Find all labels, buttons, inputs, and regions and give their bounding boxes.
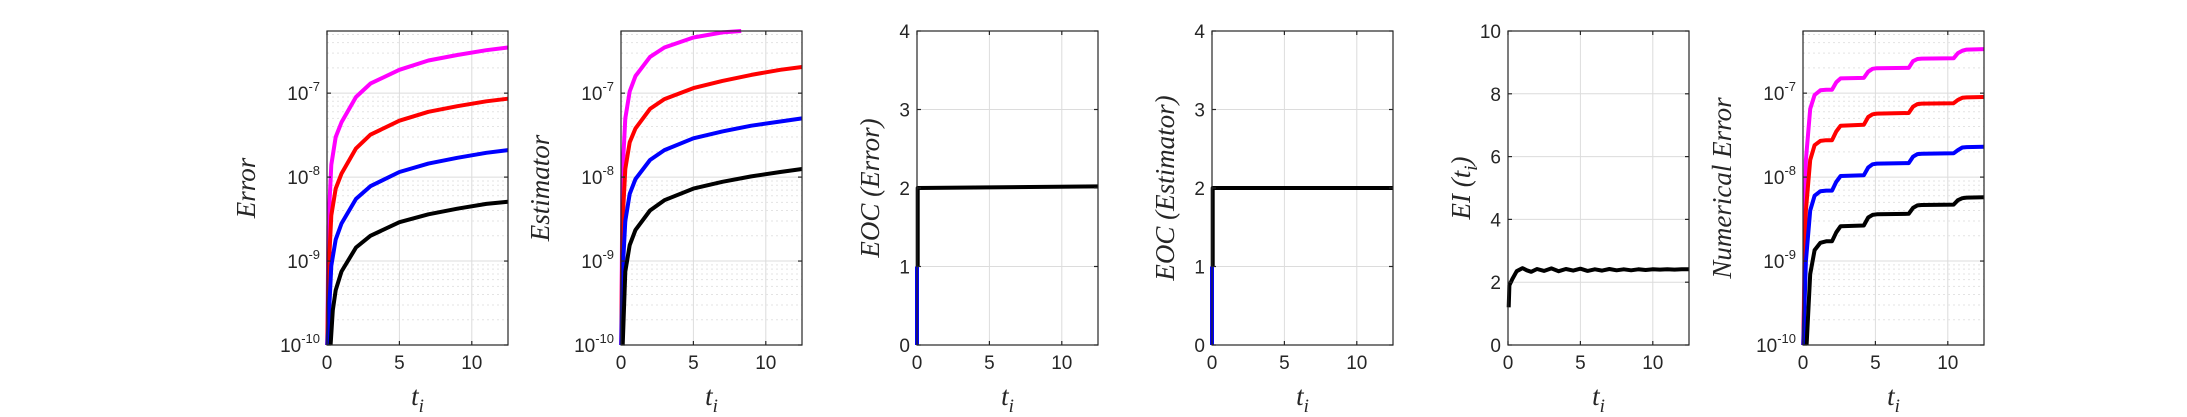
y-tick-label: 6 xyxy=(1490,148,1501,169)
x-tick-label: 0 xyxy=(1503,353,1514,374)
series-line-4 xyxy=(1804,195,1985,346)
x-tick-label: 0 xyxy=(616,353,627,374)
chart-panel-6: 0 5 10 10-10 10-9 10-8 10-7 ti Numerical Error xyxy=(1707,30,1985,417)
series-line-3 xyxy=(915,184,1099,267)
series-line-4 xyxy=(620,167,803,346)
chart-panel-3: 0 5 10 0 1 2 3 4 ti EOC (Error) xyxy=(855,22,1099,417)
y-tick-label: 0 xyxy=(899,336,910,357)
y-axis-label: EOC (Estimator) xyxy=(1150,95,1180,281)
x-tick-label: 10 xyxy=(1937,353,1958,374)
x-tick-label: 5 xyxy=(984,353,995,374)
y-axis-label: EI (ti) xyxy=(1446,156,1482,220)
y-tick-label: 2 xyxy=(1194,179,1205,200)
x-tick-label: 5 xyxy=(688,353,699,374)
y-tick-label: 4 xyxy=(899,22,910,43)
y-tick-label: 2 xyxy=(899,179,910,200)
series-line-3 xyxy=(325,148,509,346)
y-tick-label: 10-10 xyxy=(1756,331,1796,357)
y-axis-label: Error xyxy=(231,157,261,219)
y-tick-label: 10-8 xyxy=(1763,163,1796,189)
x-tick-label: 0 xyxy=(912,353,923,374)
y-axis-label: EOC (Error) xyxy=(855,118,885,258)
x-axis-label: ti xyxy=(705,381,718,417)
x-tick-label: 5 xyxy=(1870,353,1881,374)
y-tick-label: 10-8 xyxy=(287,163,320,189)
y-tick-label: 10-9 xyxy=(1763,247,1796,273)
y-tick-label: 3 xyxy=(899,101,910,122)
x-axis-label: ti xyxy=(411,381,424,417)
y-tick-label: 10 xyxy=(1480,22,1501,43)
x-tick-label: 5 xyxy=(394,353,405,374)
chart-panel-1: 0 5 10 10-10 10-9 10-8 10-7 ti Error xyxy=(231,30,509,417)
series-line-4 xyxy=(328,199,509,346)
series-line-2 xyxy=(1801,95,1985,346)
x-tick-label: 10 xyxy=(1642,353,1663,374)
y-tick-label: 10-7 xyxy=(287,79,320,105)
y-axis-label: Estimator xyxy=(525,134,555,242)
x-tick-label: 0 xyxy=(1207,353,1218,374)
axes-frame xyxy=(1802,30,1985,346)
grid xyxy=(1803,31,1984,345)
y-tick-label: 10-7 xyxy=(581,79,614,105)
x-axis-label: ti xyxy=(1592,381,1605,417)
series-line-1 xyxy=(1506,266,1689,308)
x-tick-label: 0 xyxy=(1798,353,1809,374)
y-axis-label: Numerical Error xyxy=(1707,97,1737,280)
chart-panel-4: 0 5 10 0 1 2 3 4 ti EOC (Estimator) xyxy=(1150,22,1394,417)
y-tick-label: 10-9 xyxy=(581,247,614,273)
x-axis-label: ti xyxy=(1887,381,1900,417)
series-line-3 xyxy=(1210,186,1393,267)
y-tick-label: 10-7 xyxy=(1763,79,1796,105)
chart-panel-5: 0 5 10 0 2 4 6 8 10 ti EI (ti) xyxy=(1446,22,1690,417)
y-tick-label: 3 xyxy=(1194,101,1205,122)
x-tick-label: 5 xyxy=(1575,353,1586,374)
axes-frame xyxy=(1507,30,1690,346)
y-tick-label: 8 xyxy=(1490,85,1501,106)
x-axis-label: ti xyxy=(1001,381,1014,417)
y-tick-label: 2 xyxy=(1490,273,1501,294)
y-tick-label: 10-9 xyxy=(287,247,320,273)
grid xyxy=(621,31,802,345)
y-tick-label: 1 xyxy=(899,258,910,279)
axes-frame xyxy=(620,30,803,346)
x-tick-label: 10 xyxy=(755,353,776,374)
y-tick-label: 0 xyxy=(1194,336,1205,357)
series-line-1 xyxy=(1801,47,1985,346)
x-tick-label: 10 xyxy=(1346,353,1367,374)
x-tick-label: 5 xyxy=(1279,353,1290,374)
grid xyxy=(327,31,508,345)
y-tick-label: 10-8 xyxy=(581,163,614,189)
y-tick-label: 4 xyxy=(1194,22,1205,43)
y-tick-label: 10-10 xyxy=(574,331,614,357)
chart-panel-2: 0 5 10 10-10 10-9 10-8 10-7 ti Estimator xyxy=(525,29,803,417)
y-tick-label: 10-10 xyxy=(280,331,320,357)
series-line-3 xyxy=(619,116,803,346)
series-line-3 xyxy=(1801,144,1985,346)
y-tick-label: 4 xyxy=(1490,210,1501,231)
series-line-1 xyxy=(619,29,742,346)
series-line-1 xyxy=(325,45,509,346)
x-tick-label: 10 xyxy=(1051,353,1072,374)
y-tick-label: 0 xyxy=(1490,336,1501,357)
x-tick-label: 0 xyxy=(322,353,333,374)
x-axis-label: ti xyxy=(1296,381,1309,417)
series-line-2 xyxy=(619,65,803,346)
series-line-2 xyxy=(325,96,509,346)
y-tick-label: 1 xyxy=(1194,258,1205,279)
x-tick-label: 10 xyxy=(461,353,482,374)
grid xyxy=(1508,31,1689,345)
axes-frame xyxy=(326,30,509,346)
